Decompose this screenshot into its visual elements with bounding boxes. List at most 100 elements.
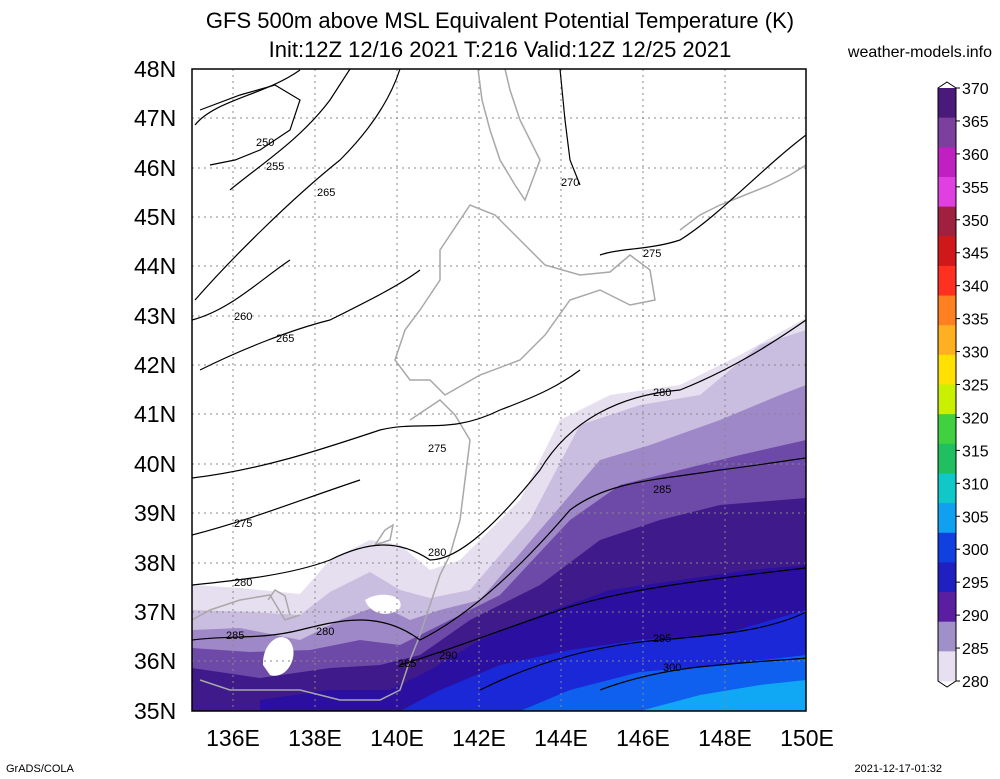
colorbar-swatch bbox=[938, 651, 956, 682]
colorbar-label: 320 bbox=[962, 410, 989, 427]
chart-title: GFS 500m above MSL Equivalent Potential … bbox=[205, 8, 795, 33]
band-304 bbox=[640, 680, 806, 711]
contour-label: 250 bbox=[256, 137, 274, 149]
contour-label: 280 bbox=[653, 387, 671, 399]
colorbar-label: 360 bbox=[962, 147, 989, 164]
lat-tick-label: 46N bbox=[134, 155, 176, 181]
contour-label: 290 bbox=[439, 650, 457, 662]
colorbar-label: 355 bbox=[962, 180, 989, 197]
footer-timestamp: 2021-12-17-01:32 bbox=[854, 763, 942, 775]
colorbar-swatch bbox=[938, 265, 956, 297]
chart-subtitle: Init:12Z 12/16 2021 T:216 Valid:12Z 12/2… bbox=[268, 37, 732, 62]
contour-label: 275 bbox=[643, 248, 661, 260]
lon-tick-label: 144E bbox=[534, 725, 588, 751]
contour-295 bbox=[479, 611, 806, 691]
colorbar-label: 300 bbox=[962, 542, 989, 559]
contour-label: 260 bbox=[234, 311, 252, 323]
coast-kurils bbox=[679, 164, 806, 231]
lat-tick-label: 42N bbox=[134, 352, 176, 378]
coast-sado bbox=[373, 523, 395, 547]
contour-300 bbox=[599, 657, 806, 691]
contour-label: 280 bbox=[234, 577, 252, 589]
colorbar-label: 365 bbox=[962, 114, 989, 131]
lon-tick-label: 150E bbox=[780, 725, 834, 751]
contour-labels: 250 255 265 270 275 260 265 280 275 275 … bbox=[226, 137, 681, 674]
lat-tick-label: 48N bbox=[134, 56, 176, 82]
lat-axis: 48N 47N 46N 45N 44N 43N 42N 41N 40N 39N … bbox=[134, 56, 176, 724]
colorbar-swatch bbox=[938, 414, 956, 445]
contour-label: 285 bbox=[398, 658, 416, 670]
contour-label: 270 bbox=[561, 177, 579, 189]
colorbar-label: 325 bbox=[962, 378, 989, 395]
contour-label: 255 bbox=[266, 161, 284, 173]
dry-pocket bbox=[262, 637, 294, 676]
plot-frame bbox=[191, 68, 807, 712]
lon-tick-label: 138E bbox=[288, 725, 342, 751]
contour-285a bbox=[192, 457, 806, 641]
coast-korea-mainland bbox=[192, 594, 301, 621]
lat-tick-label: 38N bbox=[134, 550, 176, 576]
coast-noto bbox=[267, 588, 291, 616]
colorbar-swatch bbox=[938, 443, 956, 474]
contour-label: 265 bbox=[317, 187, 335, 199]
contour-250 bbox=[199, 84, 301, 166]
lat-tick-label: 39N bbox=[134, 500, 176, 526]
lat-tick-label: 47N bbox=[134, 105, 176, 131]
colorbar-label: 295 bbox=[962, 575, 989, 592]
lon-tick-label: 136E bbox=[206, 725, 260, 751]
colorbar-swatch bbox=[938, 88, 956, 119]
contour-label: 265 bbox=[276, 333, 294, 345]
contour-lines bbox=[192, 69, 806, 691]
colorbar-swatch bbox=[938, 473, 956, 504]
contour-label: 295 bbox=[653, 633, 671, 645]
colorbar: 370 365 360 355 350 345 340 335 330 325 320 315 310 3… bbox=[937, 81, 989, 691]
colorbar-label: 340 bbox=[962, 279, 989, 296]
contour-275a bbox=[599, 134, 806, 256]
colorbar-label: 290 bbox=[962, 608, 989, 625]
contour-290 bbox=[399, 567, 806, 666]
colorbar-swatch bbox=[938, 325, 956, 356]
lat-tick-label: 43N bbox=[134, 303, 176, 329]
contour-label: 280 bbox=[428, 547, 446, 559]
colorbar-label: 280 bbox=[962, 674, 989, 691]
lat-tick-label: 36N bbox=[134, 648, 176, 674]
colorbar-label: 305 bbox=[962, 509, 989, 526]
colorbar-label: 335 bbox=[962, 312, 989, 329]
contour-260 bbox=[192, 259, 291, 321]
dry-pocket-2 bbox=[365, 594, 401, 614]
contour-275c bbox=[192, 479, 361, 536]
colorbar-label: 310 bbox=[962, 476, 989, 493]
contour-280 bbox=[192, 319, 806, 586]
colorbar-swatch bbox=[938, 236, 956, 267]
colorbar-label: 315 bbox=[962, 443, 989, 460]
colorbar-label: 350 bbox=[962, 213, 989, 230]
coast-honshu bbox=[199, 399, 471, 701]
theta-e-shading bbox=[192, 318, 806, 711]
lat-tick-label: 40N bbox=[134, 451, 176, 477]
contour-label: 285 bbox=[653, 484, 671, 496]
colorbar-swatch bbox=[938, 592, 956, 623]
contour-label: 285 bbox=[226, 630, 244, 642]
lat-tick-label: 44N bbox=[134, 253, 176, 279]
lon-axis: 136E 138E 140E 142E 144E 146E 148E 150E bbox=[206, 725, 834, 751]
contour-label: 275 bbox=[234, 518, 252, 530]
site-watermark: weather-models.info bbox=[847, 44, 992, 61]
lon-tick-label: 146E bbox=[616, 725, 670, 751]
contour-255b bbox=[229, 69, 351, 191]
colorbar-swatch bbox=[938, 503, 956, 534]
lon-tick-label: 140E bbox=[370, 725, 424, 751]
coastlines bbox=[192, 69, 806, 701]
colorbar-swatch bbox=[938, 354, 956, 385]
contour-270 bbox=[559, 69, 581, 186]
coast-hokkaido bbox=[394, 204, 656, 396]
colorbar-swatch bbox=[938, 384, 956, 415]
lat-tick-label: 45N bbox=[134, 204, 176, 230]
colorbar-swatch bbox=[938, 532, 956, 563]
colorbar-swatch bbox=[938, 206, 956, 237]
lon-tick-label: 142E bbox=[452, 725, 506, 751]
contour-265 bbox=[194, 69, 401, 301]
colorbar-label: 345 bbox=[962, 246, 989, 263]
colorbar-swatch bbox=[938, 621, 956, 652]
contour-255 bbox=[194, 69, 301, 126]
